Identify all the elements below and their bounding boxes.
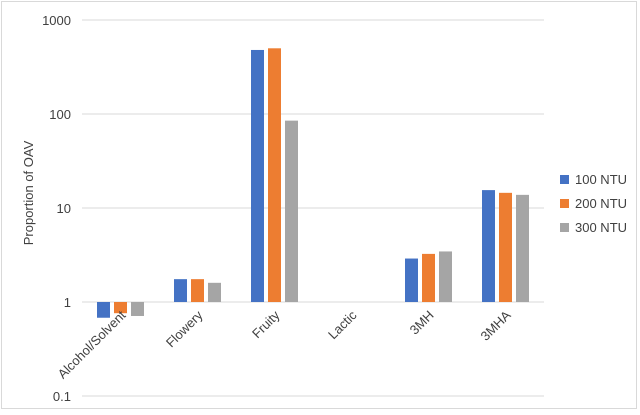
bar-200-ntu xyxy=(422,253,435,302)
y-axis-title: Proportion of OAV xyxy=(21,140,36,245)
category-label: Lactic xyxy=(325,307,360,342)
bar-300-ntu xyxy=(285,120,298,303)
legend-swatch xyxy=(560,223,569,232)
bar-300-ntu xyxy=(439,251,452,302)
category-label: Alcohol/Solvent xyxy=(55,307,129,381)
legend-label: 200 NTU xyxy=(575,196,627,211)
bar-100-ntu xyxy=(174,279,187,302)
x-axis-categories: Alcohol/Solvent Flowery Fruity Lactic 3MH 3MH… xyxy=(55,307,514,381)
oav-bar-chart: 0.1 1 10 100 1000 Alcohol/Solvent Flowery Frui… xyxy=(21,13,627,404)
bar-100-ntu xyxy=(251,49,264,303)
category-label: 3MH xyxy=(407,308,437,338)
legend-label: 300 NTU xyxy=(575,220,627,235)
y-axis-ticks: 0.1 1 10 100 1000 xyxy=(42,13,71,404)
bar-200-ntu xyxy=(191,279,204,302)
legend-swatch xyxy=(560,175,569,184)
bar-100-ntu xyxy=(97,302,110,318)
bars xyxy=(97,48,529,318)
y-tick-label: 0.1 xyxy=(53,389,71,404)
bar-300-ntu xyxy=(208,282,221,302)
gridlines xyxy=(82,19,544,397)
y-tick-label: 10 xyxy=(57,201,71,216)
category-label: Fruity xyxy=(249,307,283,341)
legend: 100 NTU 200 NTU 300 NTU xyxy=(560,172,627,235)
legend-swatch xyxy=(560,199,569,208)
bar-100-ntu xyxy=(405,258,418,302)
legend-label: 100 NTU xyxy=(575,172,627,187)
chart-frame: 0.1 1 10 100 1000 Alcohol/Solvent Flowery Frui… xyxy=(1,1,637,409)
bar-200-ntu xyxy=(114,302,127,314)
bar-100-ntu xyxy=(482,190,495,302)
y-tick-label: 1 xyxy=(64,295,71,310)
bar-200-ntu xyxy=(499,192,512,302)
bar-300-ntu xyxy=(516,194,529,302)
category-label: 3MHA xyxy=(477,307,513,343)
y-tick-label: 1000 xyxy=(42,13,71,28)
bar-200-ntu xyxy=(268,48,281,303)
bar-300-ntu xyxy=(131,302,144,316)
y-tick-label: 100 xyxy=(49,107,71,122)
category-label: Flowery xyxy=(163,307,206,350)
